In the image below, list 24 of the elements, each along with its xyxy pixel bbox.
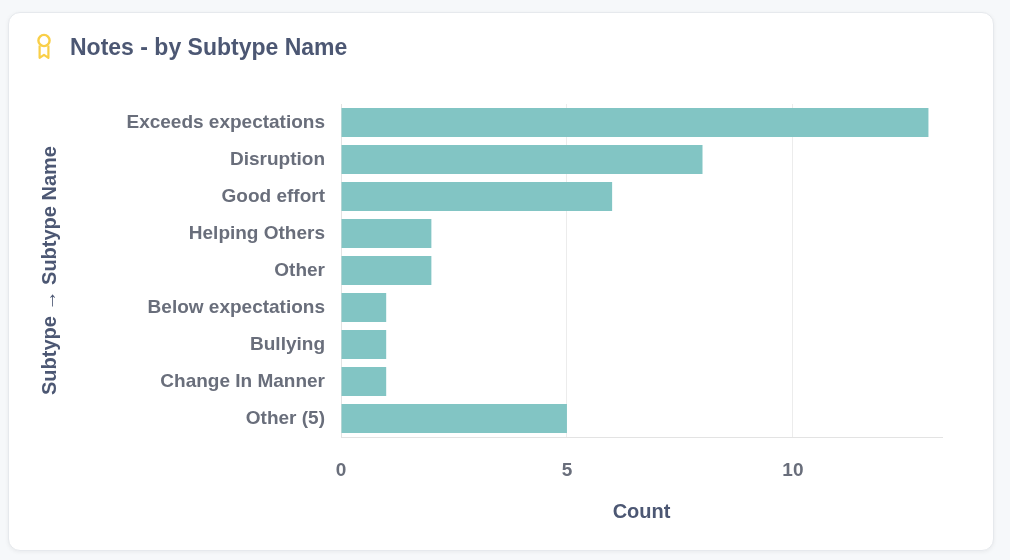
y-tick-label: Below expectations — [147, 295, 325, 317]
bar — [341, 144, 703, 175]
bar — [341, 292, 387, 323]
bar — [341, 218, 432, 249]
y-tick-label: Other (5) — [245, 406, 325, 428]
y-axis-title: Subtype → Subtype Name — [37, 146, 60, 395]
x-tick-label: 10 — [782, 458, 804, 480]
y-tick-label: Disruption — [230, 147, 325, 169]
y-tick-label: Good effort — [221, 184, 326, 206]
x-tick-label: 0 — [335, 458, 347, 480]
y-tick-label: Bullying — [250, 332, 325, 354]
bar — [341, 181, 613, 212]
x-axis-title: Count — [612, 499, 671, 522]
bar — [341, 255, 432, 286]
bar — [341, 329, 387, 360]
bar — [341, 403, 567, 434]
x-tick-label: 5 — [561, 458, 573, 480]
y-tick-label: Helping Others — [188, 221, 325, 243]
y-tick-label: Exceeds expectations — [126, 110, 325, 132]
y-tick-label: Change In Manner — [160, 369, 326, 391]
chart-title: Notes - by Subtype Name — [70, 33, 348, 61]
y-tick-label: Other — [274, 258, 326, 280]
bar — [341, 366, 387, 397]
bar — [341, 107, 929, 138]
